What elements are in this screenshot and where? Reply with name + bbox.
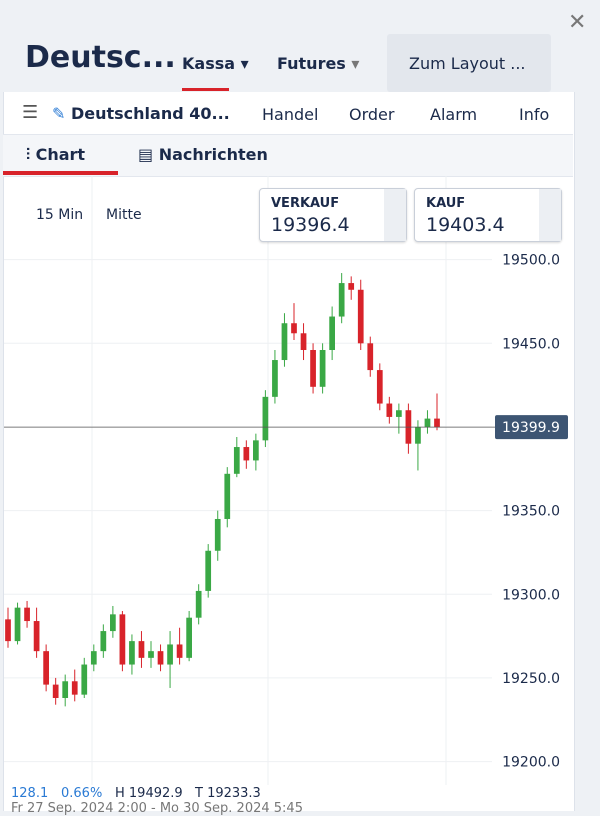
tab-label: Kassa [182, 54, 236, 73]
candle-body [214, 518, 221, 551]
candle-body [90, 651, 97, 665]
candle-body [33, 621, 40, 652]
menu-item[interactable]: Info [519, 105, 550, 124]
tab-chart[interactable]: ⫶ Chart [26, 145, 86, 164]
tab-label: Chart [35, 145, 86, 164]
stat-low: T 19233.3 [195, 786, 261, 801]
layout-button[interactable]: Zum Layout ... [387, 34, 551, 92]
candle-body [319, 350, 326, 387]
candle-body [434, 418, 440, 427]
current-price-box [495, 415, 568, 440]
tab-kassa[interactable]: Kassa ▾ [182, 54, 249, 73]
candle-body [52, 684, 59, 698]
sell-quote[interactable]: VERKAUF 19396.4 [259, 188, 407, 242]
candle-body [100, 631, 107, 652]
candle-body [357, 289, 364, 344]
candle-body [205, 550, 212, 591]
candle-body [176, 644, 183, 658]
candle-body [348, 283, 355, 290]
candle-body [424, 418, 431, 427]
button-label: Zum Layout ... [409, 54, 526, 73]
candle-body [157, 651, 164, 665]
quote-price: 19403.4 [426, 214, 505, 236]
instrument[interactable]: ✎ Deutschland 40... [52, 104, 230, 123]
candle-body [338, 283, 345, 317]
range-text: Fr 27 Sep. 2024 2:00 - Mo 30 Sep. 2024 5… [11, 801, 303, 816]
close-button[interactable]: ✕ [568, 10, 587, 35]
candle-body [300, 333, 307, 350]
candle-body [367, 343, 374, 371]
stat-change: 128.1 [11, 786, 49, 801]
tab-label: Nachrichten [158, 145, 268, 164]
candle-body [253, 440, 259, 461]
candle-body [386, 403, 393, 417]
quote-price: 19396.4 [271, 214, 350, 236]
candle-body [233, 447, 240, 474]
candle-body [148, 651, 154, 658]
quote-side [539, 189, 561, 241]
menu-item[interactable]: Handel [262, 105, 319, 124]
candle-body [119, 614, 126, 665]
candle-body [195, 590, 202, 618]
menu-item[interactable]: Order [349, 105, 395, 124]
y-tick-label: 19500.0 [502, 253, 560, 269]
tab-underline [182, 88, 229, 91]
quote-label: KAUF [426, 196, 466, 211]
candle-body [43, 651, 49, 685]
candle-body [62, 681, 69, 698]
view-tabs [3, 134, 573, 177]
buy-quote[interactable]: KAUF 19403.4 [414, 188, 562, 242]
price-mode[interactable]: Mitte [106, 207, 142, 223]
y-tick-label: 19350.0 [502, 504, 560, 520]
candle-body [415, 426, 421, 444]
candle-body [110, 614, 116, 632]
interval[interactable]: 15 Min [36, 207, 84, 223]
quote-label: VERKAUF [271, 196, 340, 211]
title: Deutsc... [25, 40, 176, 75]
candle-body [71, 681, 78, 695]
stat-percent: 0.66% [61, 786, 103, 801]
candle-body [14, 607, 21, 642]
candle-body [186, 617, 192, 658]
candle-body [396, 410, 402, 417]
y-tick-label: 19300.0 [502, 587, 560, 603]
candle-body [129, 641, 135, 665]
y-tick-label: 19250.0 [502, 671, 560, 687]
candle-body [5, 619, 11, 642]
candle-body [291, 323, 297, 334]
tab-news[interactable]: ▤ Nachrichten [138, 145, 268, 164]
instrument-name: Deutschland 40... [70, 104, 230, 123]
candle-body [310, 350, 316, 387]
candle-body [224, 473, 231, 519]
candle-body [24, 607, 30, 622]
candle-body [329, 316, 335, 350]
menu-icon[interactable]: ☰ [22, 102, 39, 123]
candle-body [167, 644, 173, 665]
stat-high: H 19492.9 [115, 786, 183, 801]
tab-underline [3, 171, 118, 175]
candle-body [376, 370, 383, 404]
candle-body [281, 323, 288, 361]
y-tick-label: 19200.0 [502, 755, 560, 771]
tab-label: Futures [277, 54, 346, 73]
candle-body [272, 360, 278, 397]
quote-side [384, 189, 406, 241]
menu-item[interactable]: Alarm [430, 105, 478, 124]
candle-body [138, 641, 145, 658]
current-price-label: 19399.9 [502, 420, 560, 436]
candle-body [243, 447, 250, 461]
candle-body [262, 396, 269, 441]
y-tick-label: 19450.0 [502, 336, 560, 352]
candle-body [81, 664, 88, 695]
tab-futures[interactable]: Futures ▾ [277, 54, 360, 73]
